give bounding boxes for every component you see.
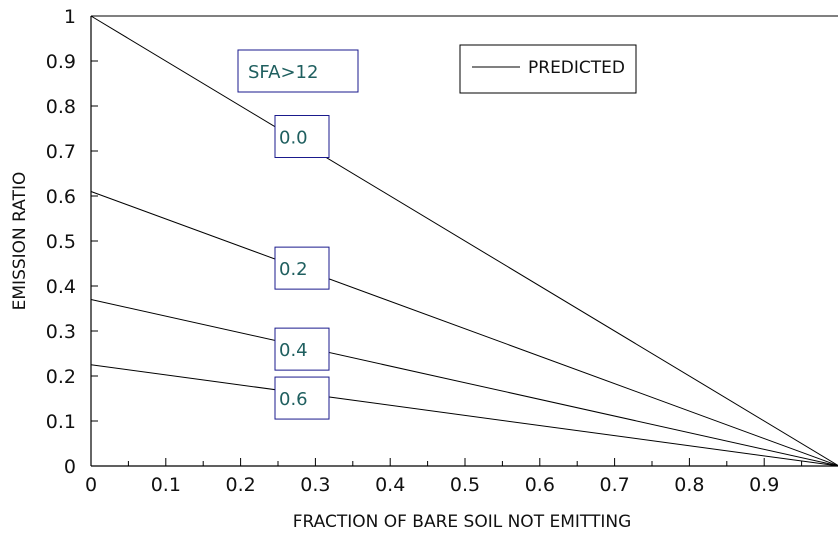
y-tick-label: 1	[64, 6, 76, 28]
series-label-box	[274, 115, 330, 158]
y-tick-label: 0.9	[46, 51, 76, 73]
x-tick-label: 0.6	[525, 474, 555, 496]
x-tick-label: 0.3	[300, 474, 330, 496]
axes: 0 0.1 0.2 0.3 0.4 0.5 0.6 0.7 0.8 0.9 1 0 0.1 0.2 0.3 0…	[46, 6, 838, 496]
x-tick-label: 0.9	[749, 474, 779, 496]
x-tick-label: 0.7	[599, 474, 629, 496]
x-tick-label: 0.2	[225, 474, 255, 496]
x-tick-label: 0.4	[375, 474, 405, 496]
y-tick-label: 0.8	[46, 96, 76, 118]
y-tick-label: 0.7	[46, 141, 76, 163]
series-label-box	[274, 376, 330, 420]
legend: PREDICTED	[459, 44, 637, 94]
series-line-0-6	[90, 364, 838, 467]
series-label-box	[274, 327, 330, 371]
series-label-0-4: 0.4	[274, 327, 330, 371]
legend-label: PREDICTED	[528, 58, 625, 78]
x-tick-label: 0.5	[450, 474, 480, 496]
series-label-text: 0.6	[279, 389, 308, 410]
y-tick-label: 0.6	[46, 186, 76, 208]
series-line-0-2	[90, 191, 838, 467]
series-label-text: 0.2	[279, 259, 308, 280]
series-label-0-0: 0.0	[274, 115, 330, 158]
sfa-header-box: SFA>12	[237, 49, 359, 93]
series-labels: 0.0 0.2 0.4 0.6	[274, 115, 330, 420]
series-label-text: 0.0	[279, 128, 308, 149]
y-tick-label: 0.5	[46, 231, 76, 253]
series-line-0-0	[90, 15, 838, 466]
x-tick-label: 0	[85, 474, 97, 496]
series-label-box	[274, 246, 330, 290]
y-tick-label: 0.4	[46, 276, 76, 298]
sfa-header-rect	[237, 49, 359, 93]
x-axis-label: FRACTION OF BARE SOIL NOT EMITTING	[293, 512, 632, 532]
y-tick-label: 0.1	[46, 411, 76, 433]
x-tick-label: 0.8	[674, 474, 704, 496]
y-tick-label: 0.3	[46, 321, 76, 343]
series-label-text: 0.4	[279, 340, 308, 361]
y-axis-label: EMISSION RATIO	[10, 172, 30, 311]
series-label-0-2: 0.2	[274, 246, 330, 290]
x-tick-label: 0.1	[151, 474, 181, 496]
series-label-0-6: 0.6	[274, 376, 330, 420]
y-tick-label: 0.2	[46, 366, 76, 388]
y-tick-label: 0	[64, 456, 76, 478]
sfa-header-text: SFA>12	[248, 62, 318, 83]
series-layer	[90, 15, 838, 467]
series-line-0-4	[90, 299, 838, 467]
legend-box	[459, 44, 637, 94]
